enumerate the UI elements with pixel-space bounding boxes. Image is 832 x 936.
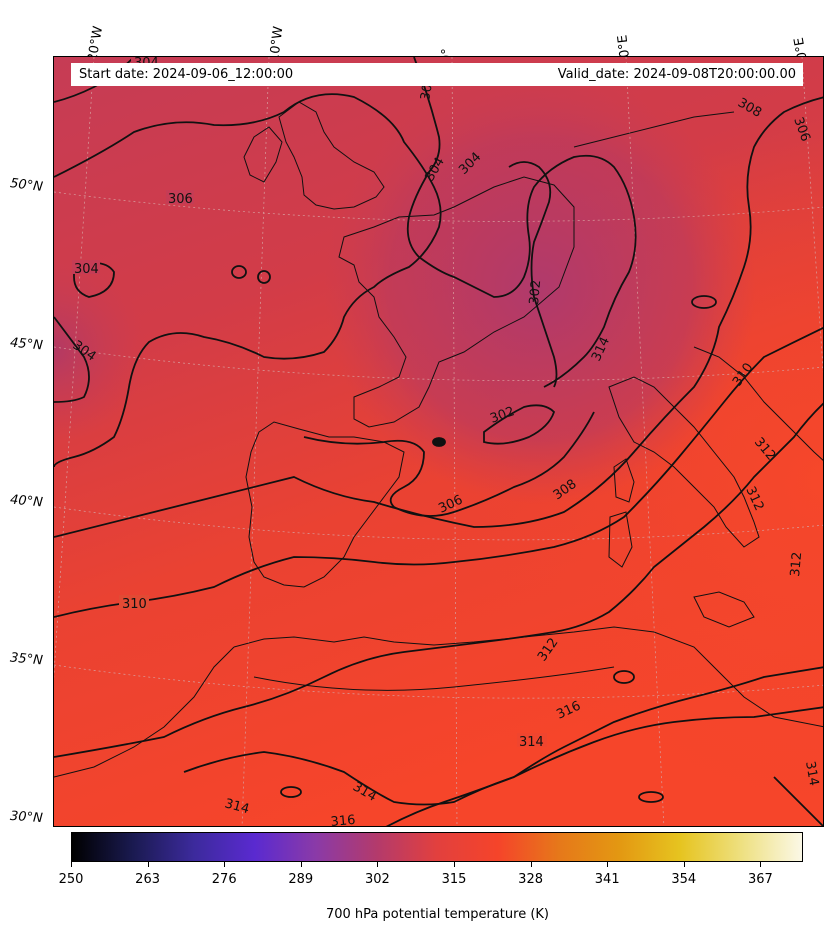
- lat-label-35n: 35°N: [9, 650, 44, 669]
- contour-label: 302: [527, 279, 544, 305]
- colorbar: [71, 832, 803, 862]
- start-date-text: Start date: 2024-09-06_12:00:00: [79, 67, 294, 82]
- colorbar-tick-label: 328: [518, 872, 544, 887]
- colorbar-tick: [607, 862, 609, 867]
- colorbar-tick: [530, 862, 532, 867]
- lat-label-45n: 45°N: [9, 335, 44, 354]
- colorbar-tick: [760, 862, 762, 867]
- contour-label: 306: [168, 192, 193, 207]
- contour-label: 304: [74, 262, 99, 277]
- contour-label: 314: [519, 735, 544, 750]
- contour-label: 312: [788, 551, 805, 577]
- colorbar-tick-label: 302: [364, 872, 390, 887]
- colorbar-tick: [377, 862, 379, 867]
- colorbar-tick-label: 250: [58, 872, 84, 887]
- colorbar-tick: [224, 862, 226, 867]
- colorbar-tick: [683, 862, 685, 867]
- colorbar-tick-label: 354: [671, 872, 697, 887]
- colorbar-tick: [300, 862, 302, 867]
- lat-label-30n: 30°N: [9, 808, 44, 827]
- colorbar-tick: [454, 862, 455, 867]
- colorbar-tick-label: 263: [135, 872, 161, 887]
- colorbar-tick-label: 341: [594, 872, 620, 887]
- colorbar-tick: [147, 862, 149, 867]
- map-svg: 304 306 304 304 304 304 302 302 306 308 …: [54, 57, 823, 827]
- colorbar-tick: [71, 862, 72, 867]
- colorbar-tick-label: 315: [441, 872, 467, 887]
- valid-date-text: Valid_date: 2024-09-08T20:00:00.00: [557, 67, 796, 82]
- colorbar-title: 700 hPa potential temperature (K): [325, 907, 549, 922]
- date-info-bar: Start date: 2024-09-06_12:00:00 Valid_da…: [71, 63, 803, 86]
- contour-label: 310: [122, 597, 147, 612]
- map-panel: 304 306 304 304 304 304 302 302 306 308 …: [53, 56, 824, 827]
- graticule: [54, 57, 823, 826]
- contour-label: 314: [802, 760, 821, 787]
- contour-label: 316: [330, 813, 356, 827]
- colorbar-tick-label: 276: [211, 872, 237, 887]
- contours: [54, 57, 823, 826]
- lat-label-40n: 40°N: [9, 492, 44, 511]
- colorbar-tick-label: 367: [747, 872, 773, 887]
- colorbar-tick-label: 289: [288, 872, 314, 887]
- contour-label: 314: [223, 796, 251, 817]
- lat-label-50n: 50°N: [9, 176, 44, 195]
